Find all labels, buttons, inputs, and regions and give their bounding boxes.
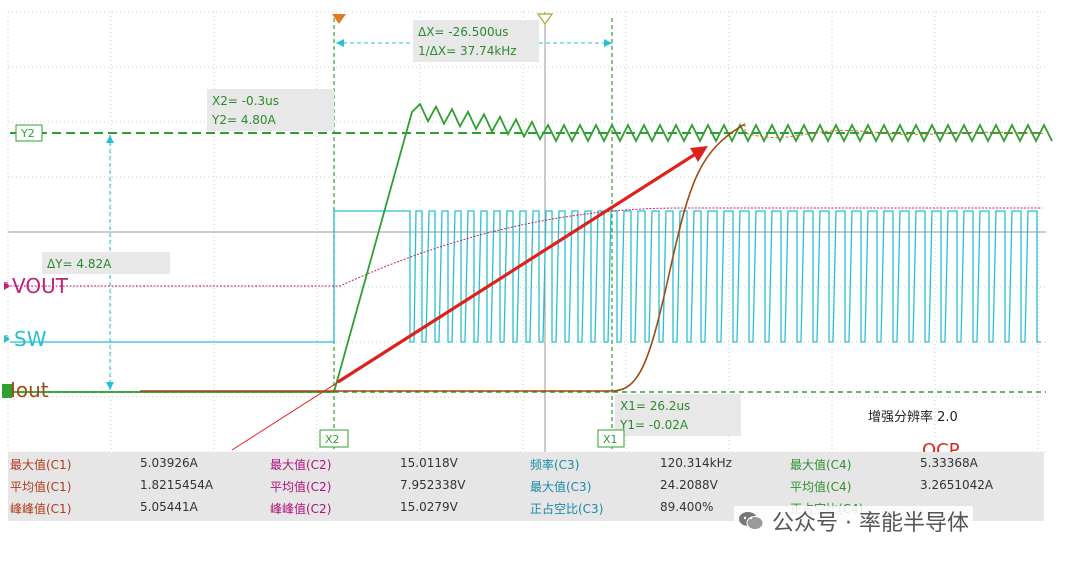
delta-y-arrow-down-icon xyxy=(106,382,114,390)
trace-sw xyxy=(10,210,1041,343)
watermark-text: 公众号 · 率能半导体 xyxy=(772,511,969,536)
delta-y-readout: ΔY= 4.82A xyxy=(47,257,112,271)
meas-value: 5.33368A xyxy=(920,456,978,470)
meas-label: 平均值(C1) xyxy=(10,480,72,494)
iout-level-marker-icon[interactable] xyxy=(2,384,12,398)
meas-label: 峰峰值(C1) xyxy=(10,502,72,516)
meas-value: 1.8215454A xyxy=(140,478,214,492)
cursor-x2-tag-label: X2 xyxy=(325,433,340,446)
meas-label: 最大值(C1) xyxy=(10,458,72,472)
delta-y-readout-box xyxy=(42,252,170,274)
meas-label: 最大值(C2) xyxy=(270,458,332,472)
trace-vout xyxy=(10,207,1042,287)
sw-channel-number: 3 xyxy=(4,334,10,343)
trace-iout-ripple xyxy=(744,124,1045,139)
arrow-head-icon xyxy=(690,146,708,162)
measurement-row: 峰峰值(C1) 5.05441A 峰峰值(C2) 15.0279V 正占空比(C… xyxy=(8,496,1044,518)
vout-channel-number: 2 xyxy=(4,281,10,290)
x1-readout-box xyxy=(615,394,741,436)
trace-iout xyxy=(140,123,746,392)
annotation-arrow xyxy=(337,153,695,384)
enhanced-resolution-label: 增强分辨率 2.0 xyxy=(868,410,958,425)
inverse-delta-x-readout: 1/ΔX= 37.74kHz xyxy=(418,44,517,58)
cursor-y2-tag[interactable] xyxy=(15,124,43,142)
sw-level-marker-icon[interactable] xyxy=(4,335,10,343)
y1-readout: Y1= -0.02A xyxy=(619,418,689,432)
iout-channel-label[interactable]: Iout xyxy=(10,378,49,402)
delta-x-readout: ΔX= -26.500us xyxy=(418,25,508,39)
wechat-icon xyxy=(739,512,764,530)
meas-label: 平均值(C4) xyxy=(790,480,852,494)
x2-readout-box xyxy=(207,89,334,131)
meas-value: 7.952338V xyxy=(400,478,466,492)
x2-readout: X2= -0.3us xyxy=(212,94,279,108)
delta-x-arrow-right-icon xyxy=(604,39,612,47)
vout-channel-label[interactable]: VOUT xyxy=(12,274,68,298)
meas-value: 3.2651042A xyxy=(920,478,994,492)
meas-value: 5.03926A xyxy=(140,456,198,470)
meas-label: 最大值(C4) xyxy=(790,458,852,472)
meas-value: 15.0279V xyxy=(400,500,458,514)
x1-readout: X1= 26.2us xyxy=(620,399,690,413)
time-reference-icon xyxy=(536,13,554,26)
trigger-position-icon xyxy=(332,14,346,24)
y2-readout: Y2= 4.80A xyxy=(211,113,277,127)
measurement-row: 最大值(C1) 5.03926A 最大值(C2) 15.0118V 频率(C3)… xyxy=(8,452,1044,474)
meas-value: 15.0118V xyxy=(400,456,458,470)
sw-channel-label[interactable]: SW xyxy=(14,327,47,351)
measurement-panel: 最大值(C1) 5.03926A 最大值(C2) 15.0118V 频率(C3)… xyxy=(8,452,1044,521)
cursor-x1-tag[interactable] xyxy=(597,429,625,448)
watermark: 公众号 · 率能半导体 xyxy=(734,506,973,536)
cursor-x2-tag[interactable] xyxy=(319,429,349,448)
meas-label: 频率(C3) xyxy=(530,458,580,472)
meas-label: 正占空比(C3) xyxy=(530,502,604,516)
measurement-row: 平均值(C1) 1.8215454A 平均值(C2) 7.952338V 最大值… xyxy=(8,474,1044,496)
meas-value: 89.400% xyxy=(660,500,714,514)
meas-label: 峰峰值(C2) xyxy=(270,502,332,516)
meas-value: 24.2088V xyxy=(660,478,718,492)
meas-value: 5.05441A xyxy=(140,500,198,514)
cursor-x1-tag-label: X1 xyxy=(603,433,618,446)
delta-y-arrow-up-icon xyxy=(106,135,114,143)
meas-label: 平均值(C2) xyxy=(270,480,332,494)
meas-label: 最大值(C3) xyxy=(530,480,592,494)
delta-x-arrow-left-icon xyxy=(336,39,344,47)
vout-level-marker-icon[interactable] xyxy=(4,282,10,290)
trace-inductor-current xyxy=(10,102,1053,393)
meas-value: 120.314kHz xyxy=(660,456,732,470)
delta-x-readout-box xyxy=(413,20,539,62)
cursor-y2-tag-label: Y2 xyxy=(20,127,35,140)
